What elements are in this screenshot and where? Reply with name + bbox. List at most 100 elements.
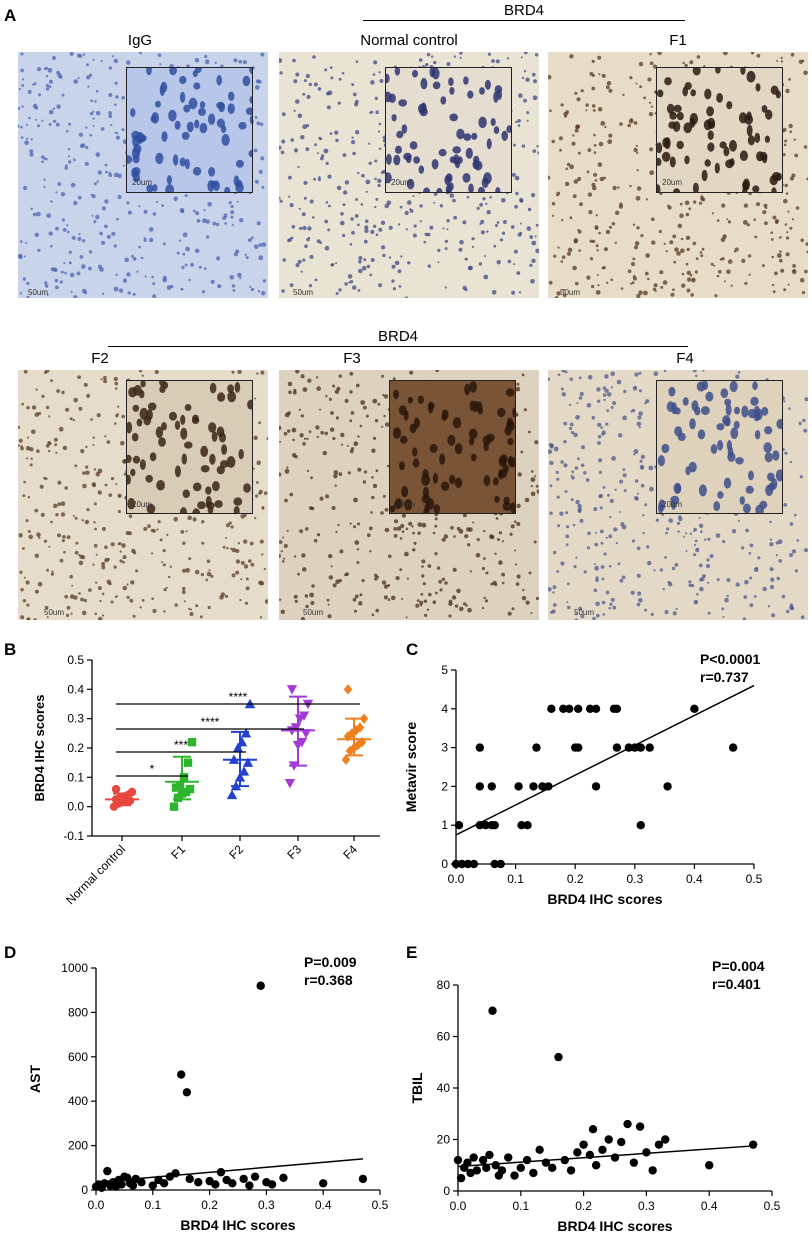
nucleus-dot	[51, 570, 54, 573]
nucleus-dot	[747, 254, 752, 258]
nucleus-dot	[25, 580, 30, 585]
nucleus-dot	[138, 245, 141, 249]
nucleus-dot	[319, 408, 322, 411]
nucleus-dot	[596, 387, 601, 392]
nucleus-dot	[597, 162, 603, 167]
nucleus-dot	[18, 533, 23, 538]
nucleus-dot	[344, 282, 348, 286]
nucleus-dot	[286, 466, 289, 469]
nucleus-dot	[438, 579, 443, 584]
inset-nucleus	[421, 494, 431, 504]
nucleus-dot	[677, 223, 683, 229]
data-point	[544, 782, 553, 791]
inset-nucleus	[684, 155, 690, 165]
nucleus-dot	[633, 147, 638, 153]
nucleus-dot	[131, 254, 134, 258]
nucleus-dot	[634, 496, 638, 500]
inset-nucleus	[218, 102, 225, 113]
nucleus-dot	[31, 405, 37, 410]
nucleus-dot	[88, 250, 93, 254]
nucleus-dot	[327, 90, 333, 96]
nucleus-dot	[93, 502, 97, 506]
nucleus-dot	[259, 539, 264, 544]
nucleus-dot	[407, 261, 411, 265]
nucleus-dot	[121, 543, 126, 548]
nucleus-dot	[506, 57, 510, 60]
inset-nucleus	[507, 438, 514, 446]
data-point	[453, 1155, 463, 1165]
inset-nucleus	[449, 87, 455, 95]
nucleus-dot	[97, 616, 103, 620]
nucleus-dot	[22, 78, 25, 81]
nucleus-dot	[632, 276, 637, 281]
nucleus-dot	[332, 436, 336, 441]
nucleus-dot	[378, 283, 383, 288]
nucleus-dot	[108, 582, 112, 586]
nucleus-dot	[96, 413, 101, 418]
nucleus-dot	[686, 247, 690, 252]
inset-nucleus	[413, 417, 420, 429]
nucleus-dot	[380, 220, 386, 225]
nucleus-dot	[598, 73, 601, 76]
nucleus-dot	[25, 519, 29, 523]
nucleus-dot	[571, 141, 576, 146]
image-title-f2: F2	[91, 350, 109, 367]
nucleus-dot	[374, 419, 379, 423]
nucleus-dot	[552, 550, 557, 555]
nucleus-dot	[523, 408, 527, 412]
data-point	[128, 1181, 138, 1190]
nucleus-dot	[789, 522, 794, 526]
nucleus-dot	[672, 288, 675, 291]
nucleus-dot	[627, 269, 632, 273]
inset-nucleus	[452, 417, 462, 429]
nucleus-dot	[21, 402, 24, 406]
x-tick-label: 0.1	[144, 1198, 161, 1212]
nucleus-dot	[329, 427, 335, 432]
nucleus-dot	[525, 77, 530, 82]
nucleus-dot	[427, 264, 431, 268]
nucleus-dot	[394, 260, 400, 266]
nucleus-dot	[291, 453, 297, 458]
nucleus-dot	[332, 583, 337, 588]
nucleus-dot	[201, 520, 205, 524]
nucleus-dot	[84, 161, 89, 166]
nucleus-dot	[157, 520, 161, 524]
inset-nucleus	[715, 68, 721, 74]
nucleus-dot	[354, 540, 360, 545]
main-scale-igg: 50um	[28, 288, 49, 297]
inset-nucleus	[657, 157, 662, 166]
inset-nucleus	[149, 452, 157, 462]
nucleus-dot	[113, 565, 117, 569]
x-tick-label: 0.4	[686, 872, 703, 886]
nucleus-dot	[284, 468, 290, 474]
nucleus-dot	[685, 262, 689, 266]
nucleus-dot	[95, 471, 101, 477]
inset-nucleus	[200, 465, 210, 473]
nucleus-dot	[605, 85, 610, 90]
nucleus-dot	[248, 238, 252, 242]
nucleus-dot	[575, 499, 580, 505]
nucleus-dot	[404, 551, 409, 557]
nucleus-dot	[514, 520, 517, 523]
nucleus-dot	[245, 256, 249, 260]
nucleus-dot	[587, 148, 592, 152]
nucleus-dot	[551, 214, 555, 217]
nucleus-dot	[198, 265, 202, 269]
nucleus-dot	[111, 55, 115, 58]
nucleus-dot	[65, 129, 69, 133]
nucleus-dot	[89, 112, 94, 116]
nucleus-dot	[514, 175, 520, 181]
inset-nucleus	[710, 444, 718, 454]
inset-nucleus	[727, 452, 736, 462]
nucleus-dot	[253, 244, 259, 249]
inset-nucleus	[744, 114, 753, 125]
nucleus-dot	[527, 207, 532, 212]
inset-nucleus	[696, 381, 706, 392]
inset-nucleus	[764, 135, 770, 143]
inset-nucleus	[159, 385, 166, 393]
r-value-label: r=0.737	[700, 669, 749, 685]
nucleus-dot	[452, 567, 457, 572]
nucleus-dot	[638, 290, 643, 295]
nucleus-dot	[497, 538, 500, 541]
nucleus-dot	[491, 290, 497, 295]
